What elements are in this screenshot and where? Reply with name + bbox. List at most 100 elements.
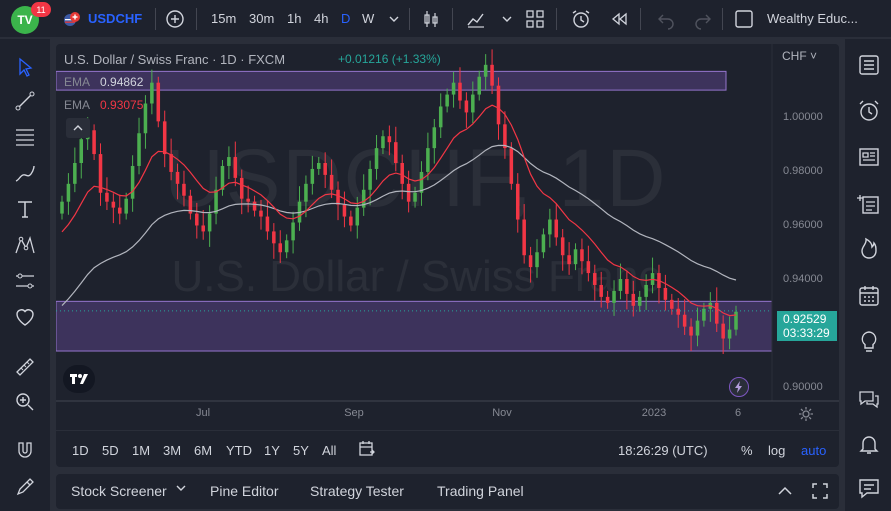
candle-body <box>355 207 360 226</box>
hotlist-fire-icon[interactable] <box>856 236 882 262</box>
layout-grid-icon[interactable] <box>524 8 546 30</box>
range-5d[interactable]: 5D <box>102 443 119 458</box>
range-5y[interactable]: 5Y <box>293 443 309 458</box>
interval-d[interactable]: D <box>341 11 351 26</box>
news-icon[interactable] <box>856 144 882 170</box>
range-1y[interactable]: 1Y <box>264 443 280 458</box>
candle-body <box>727 329 732 339</box>
prediction-tool-icon[interactable] <box>13 269 37 293</box>
price-tick: 0.98000 <box>783 165 823 177</box>
interval-w[interactable]: W <box>362 11 375 26</box>
layout-name[interactable]: Wealthy Educ... <box>767 11 858 26</box>
time-tick: 2023 <box>641 407 667 419</box>
log-scale-toggle[interactable]: log <box>768 443 786 458</box>
calendar-icon[interactable] <box>856 283 882 309</box>
candle-body <box>515 183 520 220</box>
candle-body <box>227 157 231 166</box>
add-note-icon[interactable] <box>856 191 882 217</box>
collapse-legend-button[interactable] <box>66 118 90 138</box>
alert-clock-icon[interactable] <box>570 8 592 30</box>
cursor-icon[interactable] <box>13 55 37 79</box>
auto-scale-toggle[interactable]: auto <box>801 443 827 458</box>
chat-bubbles-icon[interactable] <box>856 386 882 412</box>
percent-scale-toggle[interactable]: % <box>741 443 753 458</box>
candle-body <box>631 293 636 306</box>
candle-body <box>535 252 539 268</box>
ema-legend-slow[interactable]: EMA 0.94862 <box>64 75 143 89</box>
time-tick: 6 <box>734 407 742 419</box>
range-6m[interactable]: 6M <box>194 443 213 458</box>
candles-chart-type-icon[interactable] <box>420 8 442 30</box>
candle-body <box>605 296 610 303</box>
replay-icon[interactable] <box>608 8 630 30</box>
interval-15m[interactable]: 15m <box>211 11 237 26</box>
tab-stock-screener[interactable]: Stock Screener <box>71 483 167 499</box>
candle-body <box>368 168 372 190</box>
symbol-search[interactable]: USDCHF <box>88 11 143 26</box>
alarm-clock-icon[interactable] <box>856 98 882 124</box>
toolbar-divider <box>722 8 723 30</box>
candle-body <box>554 219 559 238</box>
candle-body <box>291 222 295 241</box>
zoom-in-icon[interactable] <box>13 390 37 414</box>
utc-clock[interactable]: 18:26:29 (UTC) <box>618 443 708 458</box>
tab-strategy-tester[interactable]: Strategy Tester <box>310 483 404 499</box>
price-chart[interactable] <box>56 44 839 430</box>
candle-body <box>548 219 552 235</box>
last-price-label: 0.92529 03:33:29 <box>777 311 837 341</box>
interval-30m[interactable]: 30m <box>249 11 275 26</box>
interval-1h[interactable]: 1h <box>287 11 302 26</box>
interval-4h[interactable]: 4h <box>314 11 329 26</box>
range-ytd[interactable]: YTD <box>226 443 252 458</box>
candle-body <box>541 234 546 253</box>
range-3m[interactable]: 3M <box>163 443 182 458</box>
notification-bell-icon[interactable] <box>856 431 882 457</box>
candle-body <box>201 225 205 232</box>
compare-add-icon[interactable] <box>164 8 186 30</box>
lightning-icon[interactable] <box>729 377 749 397</box>
eraser-pencil-icon[interactable] <box>13 475 37 499</box>
price-tick: 0.94000 <box>783 273 823 285</box>
brush-icon[interactable] <box>13 161 37 185</box>
candle-body <box>150 82 154 104</box>
gear-icon[interactable] <box>798 406 814 422</box>
redo-icon[interactable] <box>692 8 714 30</box>
watchlist-icon[interactable] <box>856 52 882 78</box>
date-range-calendar-icon[interactable] <box>358 440 376 461</box>
tab-trading-panel[interactable]: Trading Panel <box>437 483 524 499</box>
currency-selector[interactable]: CHF ˅ <box>782 49 818 63</box>
notification-badge: 11 <box>31 2 51 17</box>
range-1d[interactable]: 1D <box>72 443 89 458</box>
tradingview-watermark-logo[interactable] <box>63 365 95 393</box>
candle-body <box>105 192 109 202</box>
chart-legend-title[interactable]: U.S. Dollar / Swiss Franc · 1D · FXCM <box>64 52 286 67</box>
tab-pine-editor[interactable]: Pine Editor <box>210 483 279 499</box>
chevron-down-icon[interactable] <box>383 8 405 30</box>
ruler-icon[interactable] <box>13 355 37 379</box>
favorites-heart-icon[interactable] <box>13 305 37 329</box>
candle-body <box>124 198 128 214</box>
chevron-down-icon[interactable] <box>496 8 518 30</box>
chevron-down-icon[interactable] <box>174 481 188 498</box>
candle-body <box>394 142 398 163</box>
pattern-tool-icon[interactable] <box>13 233 37 257</box>
chevron-up-icon[interactable] <box>776 482 794 503</box>
fib-retracement-icon[interactable] <box>13 125 37 149</box>
layout-checkbox-icon[interactable] <box>733 8 755 30</box>
undo-icon[interactable] <box>655 8 677 30</box>
indicators-icon[interactable] <box>465 8 487 30</box>
ema-legend-fast[interactable]: EMA 0.93075 <box>64 98 143 112</box>
price-tick: 0.96000 <box>783 219 823 231</box>
range-all[interactable]: All <box>322 443 337 458</box>
candle-body <box>560 237 565 256</box>
text-tool-icon[interactable] <box>13 197 37 221</box>
messages-icon[interactable] <box>856 475 882 501</box>
magnet-icon[interactable] <box>13 439 37 463</box>
ideas-lightbulb-icon[interactable] <box>856 329 882 355</box>
range-1m[interactable]: 1M <box>132 443 151 458</box>
trend-line-icon[interactable] <box>13 89 37 113</box>
chart-panel[interactable]: USDCHF, 1D U.S. Dollar / Swiss Franc U.S… <box>56 44 839 467</box>
candle-body <box>98 154 103 193</box>
candle-body <box>477 76 482 95</box>
maximize-icon[interactable] <box>811 482 829 503</box>
